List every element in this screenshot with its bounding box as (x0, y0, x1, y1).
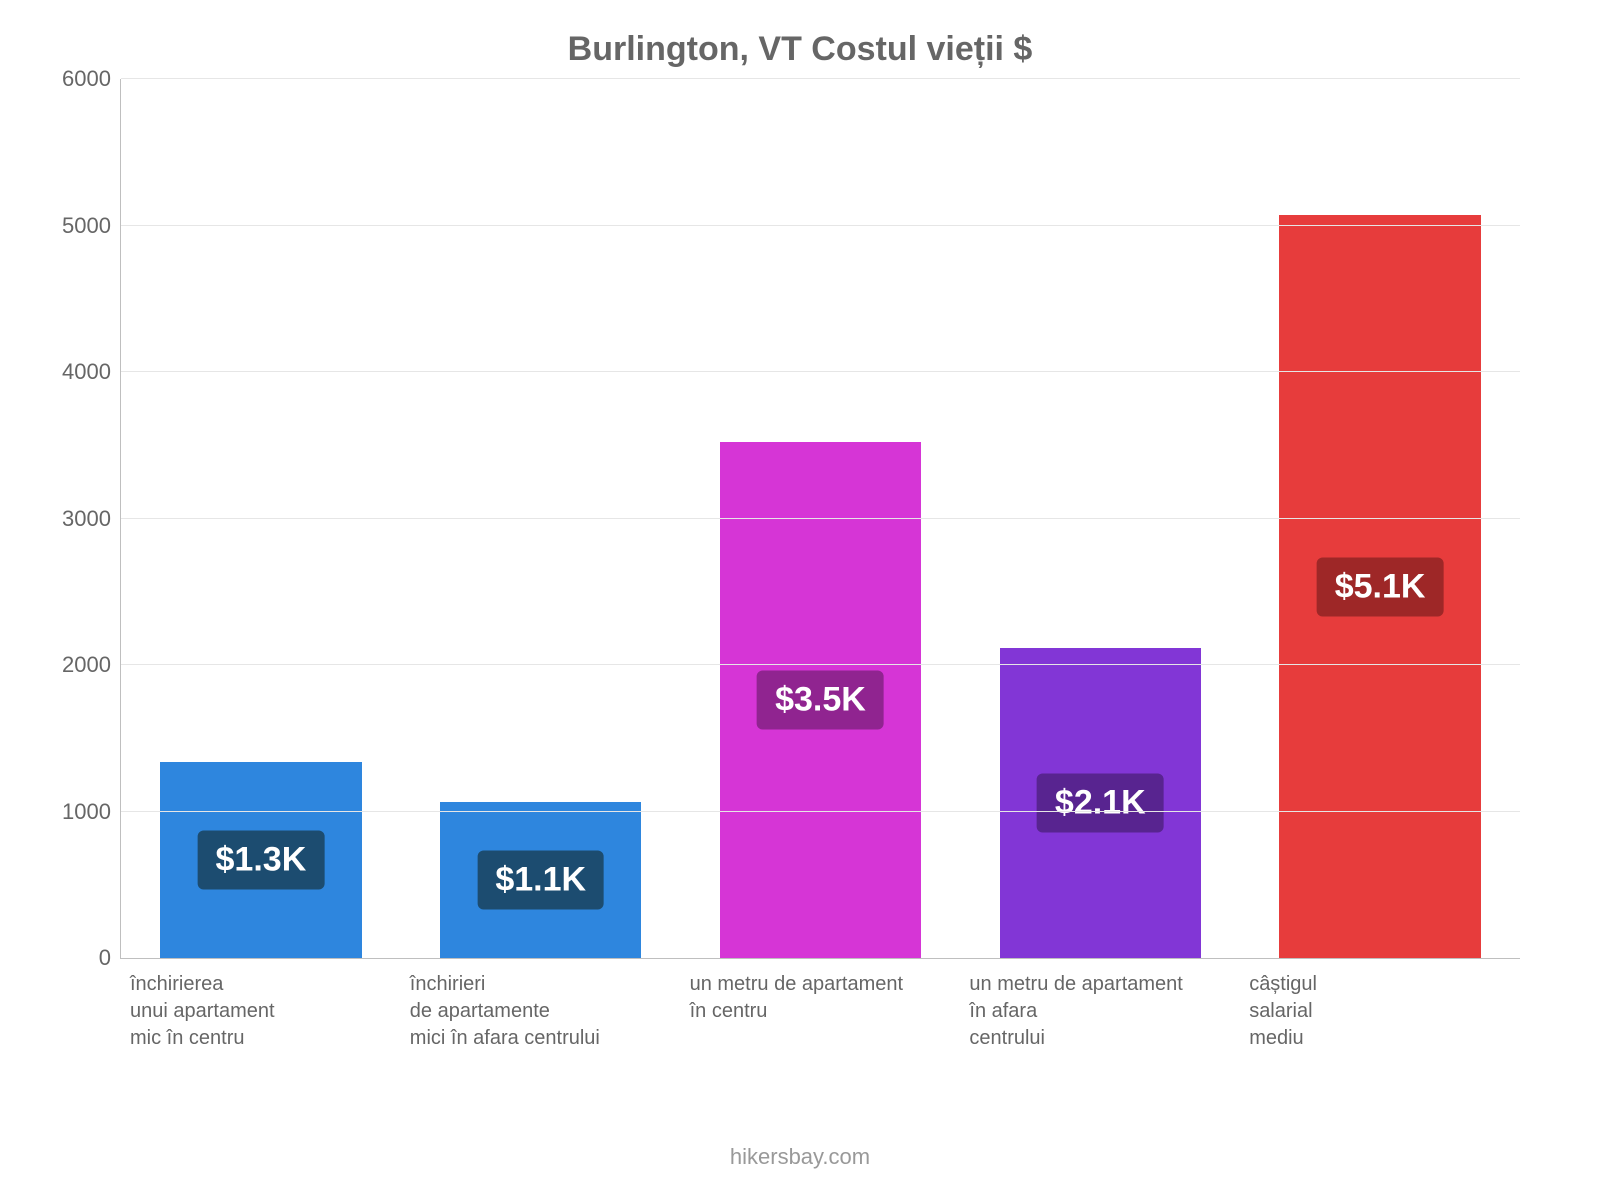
bar-value-label: $3.5K (757, 670, 884, 729)
y-tick-label: 4000 (51, 359, 111, 385)
y-tick-label: 5000 (51, 213, 111, 239)
y-tick-label: 2000 (51, 652, 111, 678)
plot-area: $1.3K$1.1K$3.5K$2.1K$5.1K 01000200030004… (120, 79, 1520, 959)
x-tick-label: închirieride apartamentemici în afara ce… (410, 971, 670, 1052)
x-tick-label: câștigulsalarialmediu (1249, 971, 1509, 1052)
chart-container: Burlington, VT Costul vieții $ $1.3K $1.1… (0, 0, 1600, 1200)
y-tick-label: 6000 (51, 66, 111, 92)
footer-credit: hikersbay.com (0, 1144, 1600, 1170)
y-tick-label: 1000 (51, 799, 111, 825)
bar: $2.1K (1000, 648, 1201, 958)
gridline (121, 811, 1520, 812)
bar: $1.1K (440, 802, 641, 958)
x-tick-label: un metru de apartamentîn centru (690, 971, 950, 1025)
gridline (121, 78, 1520, 79)
bar-value-label: $2.1K (1037, 774, 1164, 833)
gridline (121, 371, 1520, 372)
bar: $3.5K (720, 442, 921, 958)
bar-value-label: $1.3K (198, 831, 325, 890)
y-tick-label: 0 (51, 945, 111, 971)
y-tick-label: 3000 (51, 506, 111, 532)
gridline (121, 518, 1520, 519)
bar: $1.3K (160, 762, 361, 958)
bar-value-label: $1.1K (477, 850, 604, 909)
gridline (121, 664, 1520, 665)
bars-layer: $1.3K $1.1K $3.5K $2.1K $5.1K (121, 79, 1520, 958)
chart-title: Burlington, VT Costul vieții $ (40, 30, 1560, 69)
gridline (121, 225, 1520, 226)
x-tick-label: un metru de apartamentîn afaracentrului (969, 971, 1229, 1052)
bar-value-label: $5.1K (1317, 557, 1444, 616)
x-tick-label: închiriereaunui apartamentmic în centru (130, 971, 390, 1052)
bar: $5.1K (1279, 215, 1480, 958)
